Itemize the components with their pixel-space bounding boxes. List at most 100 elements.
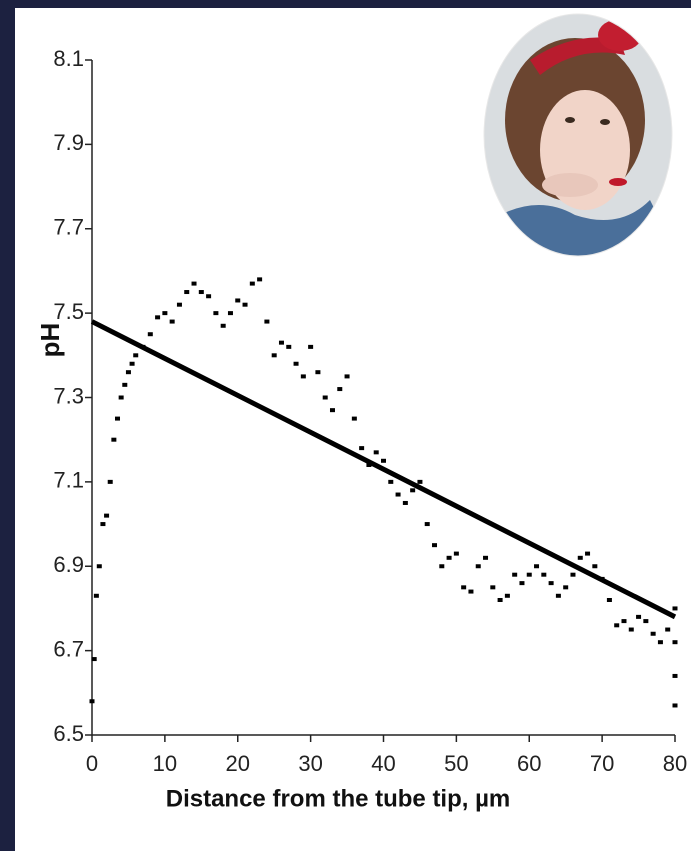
- y-tick-label: 7.9: [53, 130, 84, 155]
- data-point: [104, 513, 110, 518]
- data-point: [548, 581, 554, 586]
- data-point: [519, 581, 525, 586]
- x-tick-label: 10: [153, 751, 177, 776]
- data-point: [446, 555, 452, 560]
- data-point: [504, 593, 510, 598]
- data-point: [162, 311, 168, 316]
- data-point: [650, 631, 656, 636]
- data-point: [439, 564, 445, 569]
- y-tick-label: 8.1: [53, 46, 84, 71]
- data-point: [381, 458, 386, 463]
- data-point: [344, 374, 350, 379]
- data-point: [621, 619, 627, 624]
- data-point: [672, 606, 678, 611]
- x-tick-label: 0: [86, 751, 98, 776]
- data-point: [293, 361, 299, 366]
- data-point: [257, 277, 263, 282]
- data-point: [242, 302, 248, 307]
- data-point: [453, 551, 459, 556]
- data-point: [512, 572, 518, 577]
- data-point: [118, 395, 124, 400]
- data-point: [468, 589, 474, 594]
- data-point: [308, 344, 314, 349]
- data-point: [672, 640, 678, 645]
- data-point: [555, 593, 561, 598]
- x-axis-label: Distance from the tube tip, µm: [166, 785, 511, 812]
- data-point: [614, 623, 620, 628]
- y-axis-label: pH: [35, 323, 65, 358]
- data-point: [563, 585, 569, 590]
- data-point: [388, 479, 394, 484]
- data-point: [483, 555, 489, 560]
- data-point: [169, 319, 175, 324]
- data-point: [249, 281, 255, 286]
- data-point: [329, 408, 335, 413]
- data-point: [300, 374, 306, 379]
- data-point: [133, 353, 139, 358]
- y-tick-label: 6.5: [53, 721, 84, 746]
- data-point: [366, 463, 372, 467]
- data-point: [91, 657, 97, 662]
- x-tick-label: 30: [298, 751, 322, 776]
- data-point: [125, 370, 131, 375]
- data-point: [526, 572, 532, 577]
- data-point: [628, 627, 634, 632]
- data-point: [577, 555, 583, 560]
- data-point: [672, 703, 678, 708]
- data-point: [585, 551, 591, 556]
- data-point: [665, 627, 671, 632]
- data-point: [100, 522, 106, 527]
- data-point: [424, 522, 430, 527]
- data-point: [395, 492, 401, 497]
- data-point: [191, 281, 197, 286]
- data-point: [264, 319, 270, 324]
- data-point: [235, 298, 241, 303]
- y-tick-label: 7.7: [53, 215, 84, 240]
- data-point: [315, 370, 321, 375]
- data-point: [657, 640, 663, 645]
- data-point: [107, 479, 113, 484]
- data-point: [672, 673, 678, 678]
- data-point: [227, 311, 233, 316]
- data-point: [490, 585, 496, 590]
- x-tick-label: 70: [590, 751, 614, 776]
- data-point: [176, 302, 182, 307]
- data-point: [359, 446, 365, 451]
- x-tick-label: 80: [663, 751, 687, 776]
- x-tick-label: 50: [444, 751, 468, 776]
- data-point: [606, 598, 612, 602]
- data-point: [570, 572, 576, 577]
- data-point: [541, 572, 547, 577]
- data-point: [93, 593, 99, 598]
- y-tick-label: 6.7: [53, 636, 84, 661]
- data-point: [351, 416, 357, 421]
- data-point: [497, 598, 503, 602]
- data-point: [155, 315, 161, 320]
- data-point: [213, 311, 219, 316]
- data-point: [129, 361, 135, 366]
- trend-line: [90, 319, 677, 620]
- data-point: [115, 416, 121, 421]
- data-point: [322, 395, 328, 400]
- x-tick-label: 40: [371, 751, 395, 776]
- data-point: [534, 564, 540, 569]
- data-point: [111, 437, 117, 442]
- data-point: [96, 564, 102, 569]
- data-point: [198, 290, 204, 295]
- data-point: [417, 479, 423, 484]
- data-point: [122, 382, 128, 387]
- y-tick-label: 7.5: [53, 299, 84, 324]
- data-point: [410, 488, 416, 493]
- data-point: [337, 387, 343, 392]
- data-point: [278, 340, 284, 345]
- data-point: [475, 564, 481, 569]
- data-point: [373, 450, 379, 455]
- y-tick-label: 6.9: [53, 552, 84, 577]
- data-point: [286, 344, 292, 349]
- y-tick-label: 7.1: [53, 468, 84, 493]
- data-point: [461, 585, 467, 590]
- x-tick-label: 20: [226, 751, 250, 776]
- data-point: [206, 294, 212, 299]
